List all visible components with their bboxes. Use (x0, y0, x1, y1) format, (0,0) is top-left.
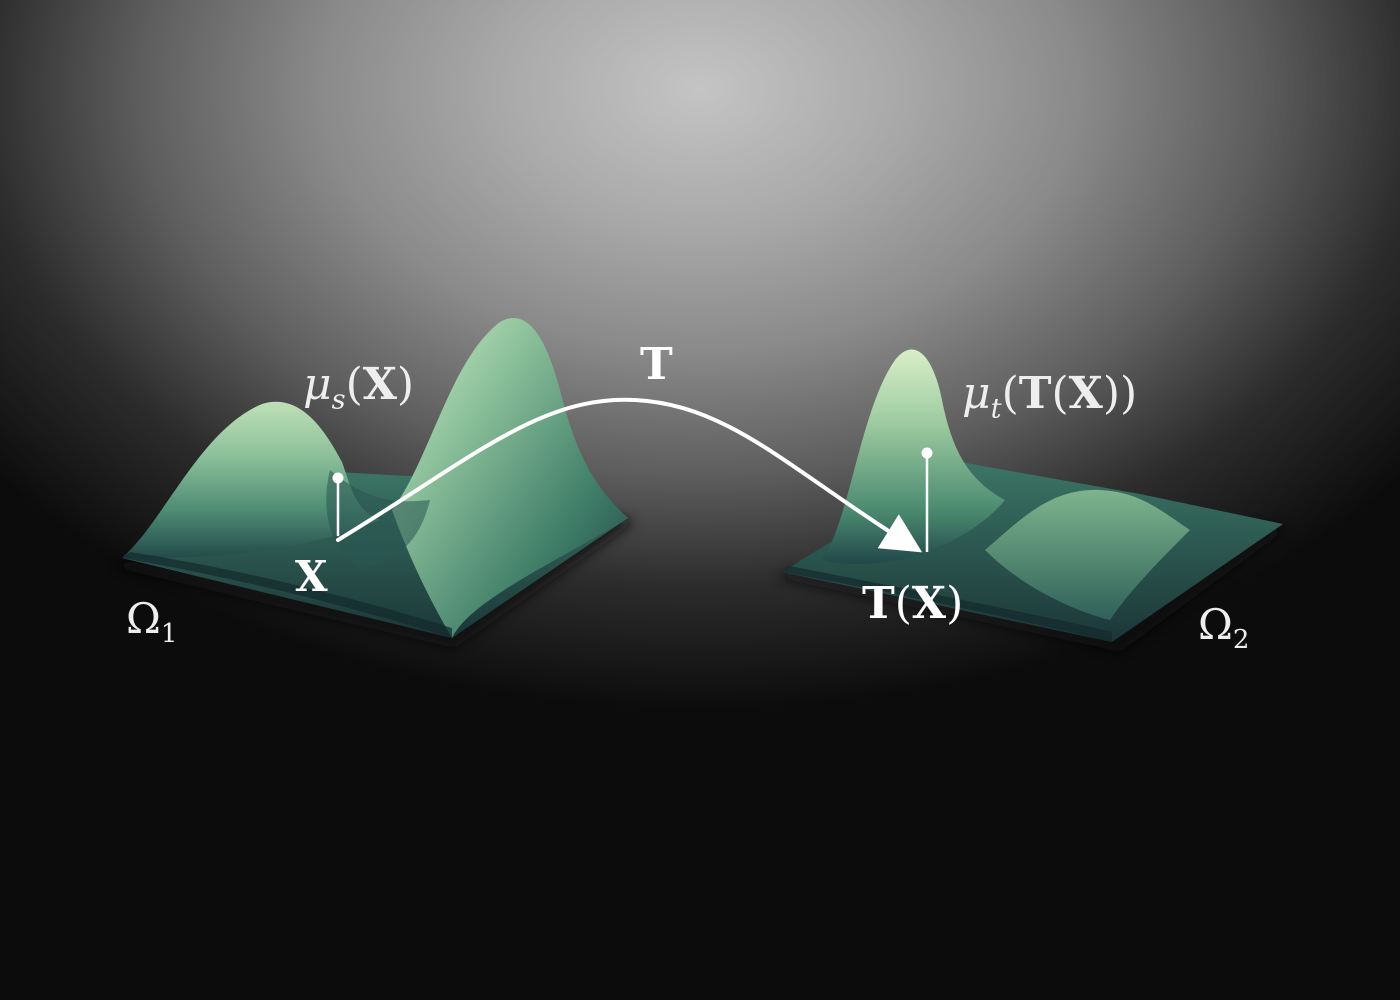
transport-map-arrow (336, 397, 923, 553)
target-surface-shadow (778, 524, 1285, 652)
target-surface (778, 349, 1285, 652)
source-point-label: X (295, 552, 328, 601)
source-surface (115, 318, 635, 648)
source-peak-left (122, 401, 380, 559)
target-peak-low (985, 489, 1190, 620)
target-density-marker (921, 447, 933, 552)
target-point-label: T(X) (862, 578, 964, 629)
transport-map-label: T (640, 339, 673, 390)
source-density-label: μs(X) (303, 359, 415, 416)
source-domain-label: Ω1 (126, 594, 178, 650)
source-peak-right (392, 318, 628, 638)
target-peak-tall (822, 349, 1005, 565)
target-domain-label: Ω2 (1198, 600, 1250, 656)
target-density-label: μt(T(X)) (962, 368, 1138, 425)
source-density-dot (332, 472, 344, 484)
target-density-dot (921, 447, 933, 459)
source-density-marker (332, 472, 344, 536)
